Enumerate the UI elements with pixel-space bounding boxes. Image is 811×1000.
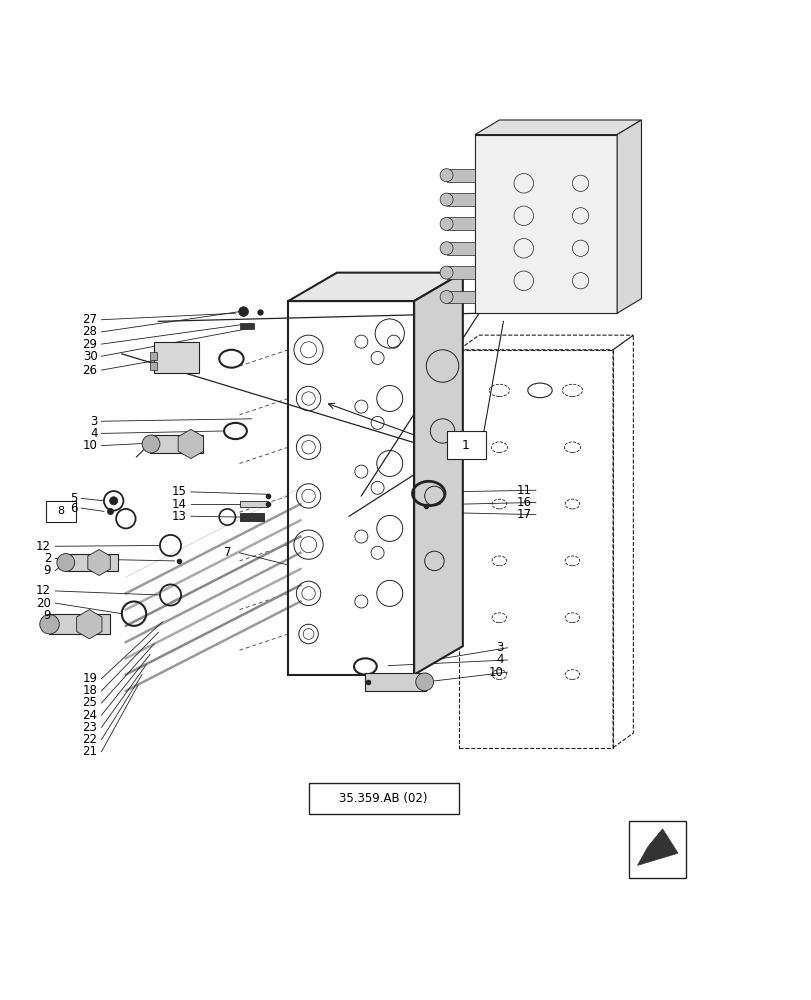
Text: 20: 20 [36, 597, 51, 610]
Text: 13: 13 [172, 510, 187, 523]
Bar [446, 217, 474, 230]
Text: 5: 5 [70, 492, 77, 505]
Bar [365, 673, 426, 691]
Text: 3: 3 [496, 641, 503, 654]
Bar [446, 291, 474, 303]
Text: 6: 6 [70, 502, 77, 515]
Bar [65, 554, 118, 571]
Text: 23: 23 [83, 721, 97, 734]
Text: 35.359.AB (02): 35.359.AB (02) [339, 792, 427, 805]
Circle shape [440, 266, 453, 279]
Text: 3: 3 [90, 415, 97, 428]
Text: 10: 10 [83, 439, 97, 452]
Circle shape [40, 614, 59, 634]
Circle shape [109, 497, 118, 505]
Text: 7: 7 [223, 546, 231, 559]
Text: 15: 15 [172, 485, 187, 498]
Text: 8: 8 [58, 506, 64, 516]
Circle shape [440, 291, 453, 303]
Circle shape [142, 435, 160, 453]
Text: 10: 10 [488, 666, 503, 679]
FancyBboxPatch shape [629, 821, 685, 878]
Text: 16: 16 [517, 496, 531, 509]
Bar [446, 193, 474, 206]
Polygon shape [414, 273, 462, 675]
Bar [446, 169, 474, 182]
Circle shape [440, 217, 453, 230]
FancyBboxPatch shape [308, 783, 458, 814]
Text: 21: 21 [83, 745, 97, 758]
Text: 1: 1 [461, 439, 470, 452]
Text: 29: 29 [83, 338, 97, 351]
Bar [49, 614, 109, 634]
Text: 24: 24 [83, 709, 97, 722]
Text: 22: 22 [83, 733, 97, 746]
Text: 26: 26 [83, 364, 97, 377]
Circle shape [415, 673, 433, 691]
Polygon shape [288, 273, 462, 301]
Text: 12: 12 [36, 584, 51, 597]
Polygon shape [616, 120, 641, 313]
Polygon shape [474, 135, 616, 313]
Text: 12: 12 [36, 540, 51, 553]
Bar [446, 242, 474, 255]
Circle shape [57, 554, 75, 571]
Text: 14: 14 [172, 498, 187, 511]
Bar [239, 501, 268, 507]
Bar [239, 513, 264, 521]
Circle shape [440, 193, 453, 206]
Text: 4: 4 [496, 653, 503, 666]
FancyBboxPatch shape [446, 431, 485, 459]
Bar [150, 435, 203, 453]
Bar [239, 323, 254, 329]
Text: 17: 17 [517, 508, 531, 521]
Text: 4: 4 [90, 427, 97, 440]
Text: 27: 27 [83, 313, 97, 326]
Circle shape [440, 242, 453, 255]
Text: 25: 25 [83, 696, 97, 709]
Bar [150, 352, 157, 360]
Text: 9: 9 [44, 564, 51, 577]
FancyBboxPatch shape [46, 501, 75, 522]
Circle shape [238, 307, 248, 316]
Text: 28: 28 [83, 325, 97, 338]
Text: 9: 9 [44, 609, 51, 622]
Polygon shape [637, 829, 677, 865]
Polygon shape [474, 120, 641, 135]
Bar [150, 362, 157, 370]
Circle shape [440, 169, 453, 182]
Text: 30: 30 [83, 350, 97, 363]
Text: 19: 19 [83, 672, 97, 685]
Bar [446, 266, 474, 279]
Text: 11: 11 [517, 484, 531, 497]
Text: 18: 18 [83, 684, 97, 697]
FancyBboxPatch shape [154, 342, 199, 373]
Text: 2: 2 [44, 552, 51, 565]
